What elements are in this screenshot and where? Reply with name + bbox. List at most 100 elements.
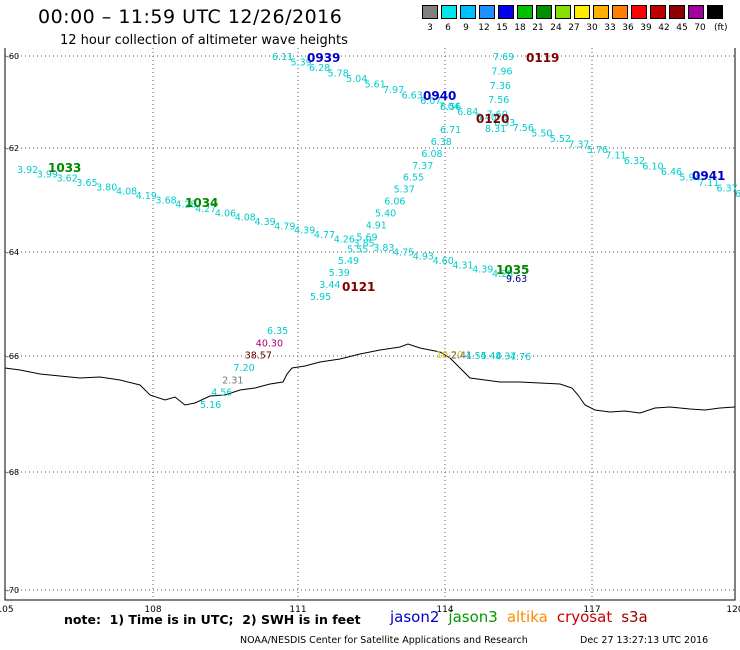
swh-observation: 4.93 — [413, 252, 434, 263]
swh-observation: 6.37 — [717, 184, 738, 195]
track-0121: 0121 — [342, 280, 375, 294]
swh-observation: 5.39 — [329, 268, 350, 279]
swh-observation: 4.60 — [433, 256, 454, 267]
swh-observation: 6.07 — [420, 96, 441, 107]
swh-observation: 4.06 — [215, 208, 236, 219]
scale-label: 45 — [676, 23, 688, 33]
swh-observation: 4.37 — [495, 352, 516, 363]
swh-observation: 38.57 — [245, 351, 272, 362]
graticule — [4, 48, 736, 601]
scale-label: 24 — [550, 23, 562, 33]
altimeter-tracks: 6.115.396.285.785.045.617.976.636.077.04… — [17, 51, 740, 411]
swh-observation: 4.28 — [175, 200, 196, 211]
scale-label: 36 — [622, 23, 634, 33]
swh-observation: 3.99 — [37, 169, 58, 180]
satellite-legend: jason2 jason3 altika cryosat s3a — [390, 608, 657, 626]
track-0120: 6.716.386.087.376.555.376.065.404.915.69… — [310, 112, 509, 303]
scale-swatch — [460, 5, 476, 19]
scale-label: 33 — [604, 23, 616, 33]
swh-observation: 6.11 — [272, 52, 293, 63]
swh-observation: 2.41 — [451, 350, 472, 361]
swh-observation: 6.06 — [384, 197, 405, 208]
scale-label: 21 — [532, 23, 544, 33]
swh-observation: 6.55 — [403, 173, 424, 184]
longitude-label: 111 — [289, 605, 306, 615]
swh-observation: 5.52 — [550, 134, 571, 145]
swh-observation: 7.56 — [513, 123, 534, 134]
track-0941: 0941 — [692, 169, 725, 183]
scale-label: 12 — [478, 23, 490, 33]
swh-observation: 4.76 — [510, 352, 531, 363]
pass-id-label: 0119 — [526, 51, 559, 65]
scale-swatch — [536, 5, 552, 19]
scale-swatch — [612, 5, 628, 19]
scale-label: 9 — [463, 23, 469, 33]
map-title: 00:00 – 11:59 UTC 12/26/2016 — [38, 6, 343, 28]
map-frame — [4, 48, 736, 601]
swh-observation: 6.63 — [402, 90, 423, 101]
pass-id-label: 0941 — [692, 169, 725, 183]
scale-label: 27 — [568, 23, 580, 33]
swh-observation: 3.80 — [96, 182, 117, 193]
scale-swatch — [517, 5, 533, 19]
swh-observation: 5.16 — [200, 400, 221, 411]
scale-label: 42 — [658, 23, 670, 33]
swh-observation: 7.11 — [605, 151, 626, 162]
scale-label: 70 — [694, 23, 706, 33]
swh-observation: 4.08 — [116, 187, 137, 198]
generated-timestamp: Dec 27 13:27:13 UTC 2016 — [580, 635, 709, 646]
pass-id-label: 0940 — [423, 89, 456, 103]
swh-observation: 5.55 — [347, 244, 368, 255]
scale-swatch — [688, 5, 704, 19]
swh-observation: 4.75 — [393, 247, 414, 258]
track-coast_east: 10.202.414.554.484.374.76 — [436, 350, 531, 363]
swh-observation: 4.91 — [366, 220, 387, 231]
scale-swatch — [441, 5, 457, 19]
pass-id-label: 1034 — [185, 196, 218, 210]
swh-observation: 5.40 — [375, 209, 396, 220]
scale-label: 30 — [586, 23, 598, 33]
track-0939: 6.115.396.285.785.045.617.976.636.077.04… — [272, 51, 740, 200]
swh-observation: 4.39 — [255, 217, 276, 228]
swh-observation: 3.65 — [76, 178, 97, 189]
latitude-label: -66 — [6, 352, 19, 361]
swh-observation: 4.39 — [294, 226, 315, 237]
scale-unit: (ft) — [714, 23, 728, 33]
swh-observation: 8.31 — [485, 124, 506, 135]
swh-observation: 4.77 — [314, 230, 335, 241]
swh-observation: 2.31 — [222, 375, 243, 386]
swh-observation: 6.38 — [431, 137, 452, 148]
footer-note: note: 1) Time is in UTC; 2) SWH is in fe… — [64, 612, 361, 627]
swh-observation: 3.92 — [17, 165, 38, 176]
pass-id-label: 0939 — [307, 51, 340, 65]
swh-observation: 7.37 — [568, 140, 589, 151]
longitude-label: 120 — [726, 605, 740, 615]
swh-observation: 7.96 — [491, 66, 512, 77]
swh-observation: 3.44 — [319, 280, 340, 291]
swh-observation: 10.20 — [436, 350, 463, 361]
scale-label: 39 — [640, 23, 652, 33]
swh-observation: 6.56 — [440, 102, 461, 113]
scale-label: 3 — [427, 23, 433, 33]
swh-observation: 6.84 — [457, 107, 478, 118]
swh-observation: 6.71 — [440, 125, 461, 136]
swh-observation: 5.37 — [394, 185, 415, 196]
scale-swatch — [631, 5, 647, 19]
swh-observation: 5.39 — [291, 58, 312, 69]
pass-id-label: 1035 — [496, 263, 529, 277]
satellite-altika: altika — [506, 608, 548, 626]
pass-id-label: 1033 — [48, 161, 81, 175]
swh-observation: 3.83 — [373, 243, 394, 254]
swh-observation: 6.50 — [735, 189, 740, 200]
credit-text: NOAA/NESDIS Center for Satellite Applica… — [240, 635, 528, 646]
swh-observation: 6.32 — [624, 156, 645, 167]
scale-swatch — [650, 5, 666, 19]
swh-observation: 6.46 — [661, 167, 682, 178]
swh-observation: 5.78 — [328, 68, 349, 79]
satellite-cryosat: cryosat — [556, 608, 613, 626]
swh-observation: 6.35 — [267, 326, 288, 337]
swh-observation: 40.30 — [256, 338, 283, 349]
swh-observation: 5.04 — [346, 74, 367, 85]
scale-swatch — [479, 5, 495, 19]
